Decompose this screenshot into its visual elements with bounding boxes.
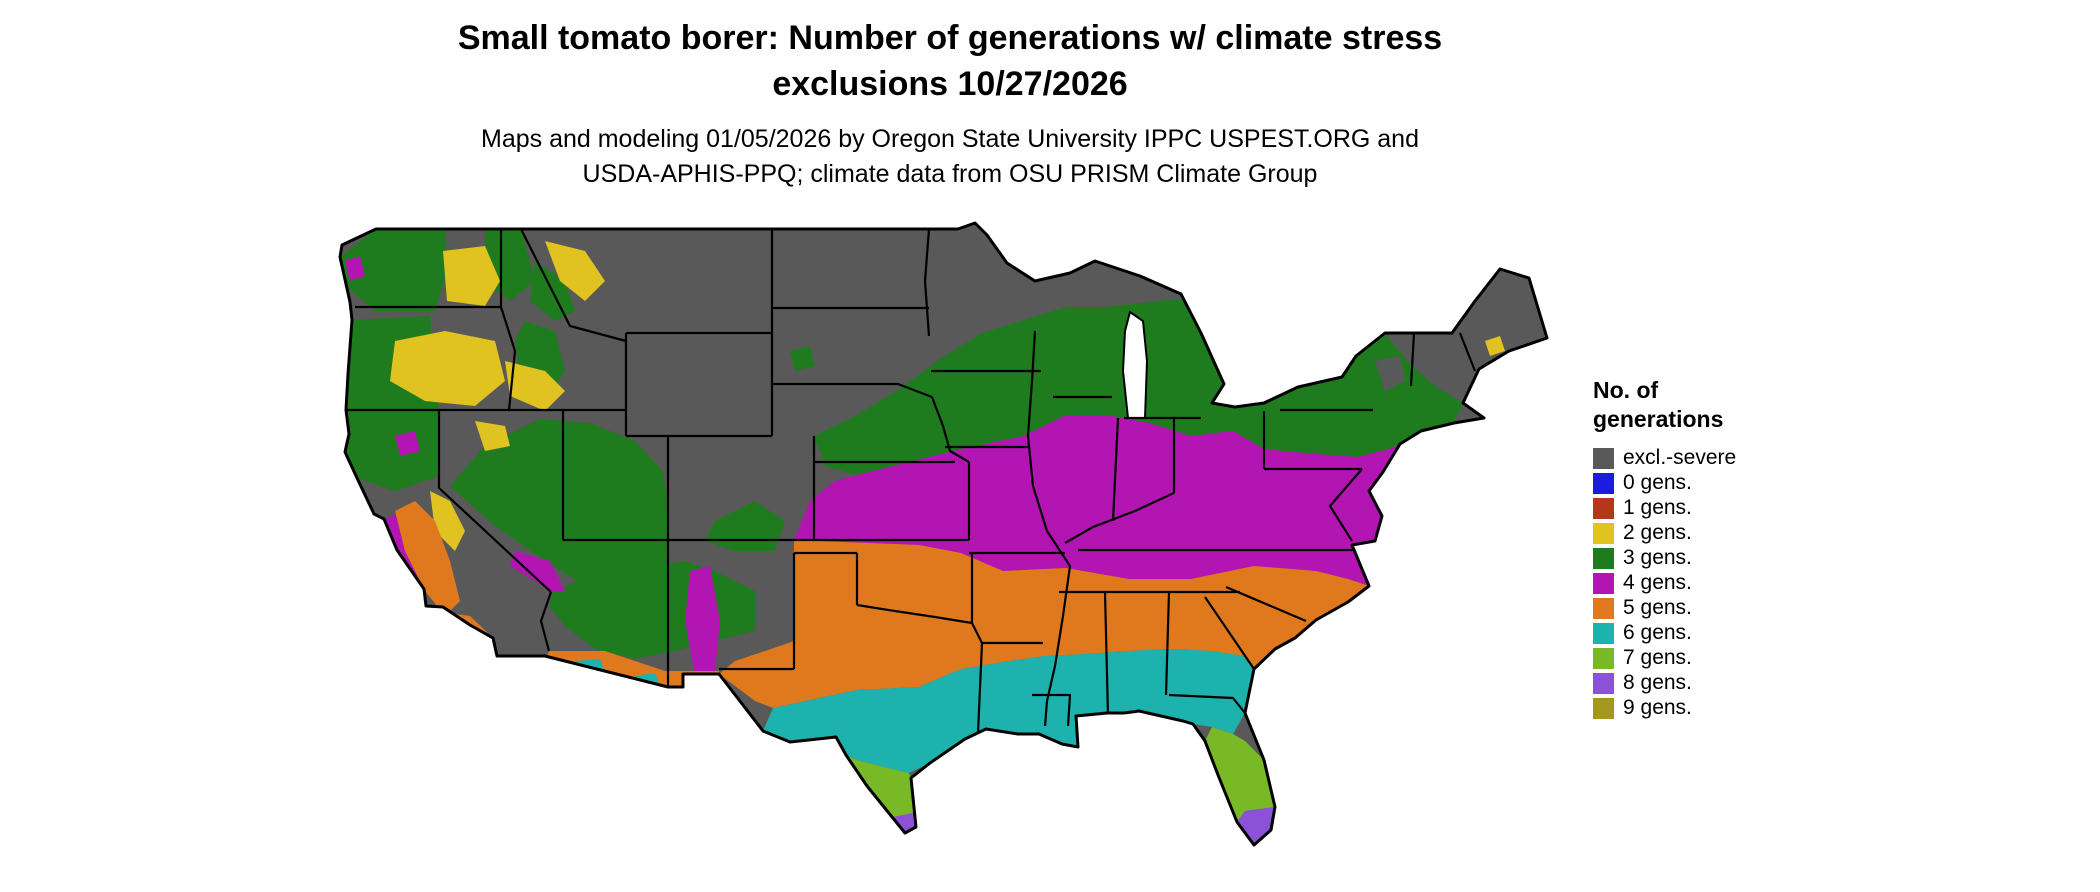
legend-label: 5 gens. (1623, 596, 1692, 619)
region-5-gens-east (719, 540, 1369, 708)
state-borders (346, 228, 1477, 734)
us-generations-map (335, 221, 1555, 884)
us-outline (338, 221, 1549, 847)
legend-item-8-gens: 8 gens. (1593, 671, 1853, 696)
legend-item-7-gens: 7 gens. (1593, 646, 1853, 671)
region-7-gens (846, 727, 1275, 833)
legend-swatch-4-gens (1593, 572, 1614, 594)
legend-label: 1 gens. (1623, 496, 1692, 519)
legend-item-2-gens: 2 gens. (1593, 521, 1853, 546)
legend-swatch-1-gens (1593, 497, 1614, 519)
legend-item-1-gens: 1 gens. (1593, 496, 1853, 521)
lake-michigan (1121, 310, 1149, 419)
legend-item-6-gens: 6 gens. (1593, 621, 1853, 646)
legend-label: 6 gens. (1623, 621, 1692, 644)
legend-swatch-8-gens (1593, 672, 1614, 694)
legend-swatch-excl-severe (1593, 447, 1614, 469)
legend-swatch-0-gens (1593, 472, 1614, 494)
legend-label: 4 gens. (1623, 571, 1692, 594)
subtitle-line-2: USDA-APHIS-PPQ; climate data from OSU PR… (582, 159, 1318, 188)
legend-title-line-2: generations (1593, 405, 1724, 432)
legend-label: 8 gens. (1623, 671, 1692, 694)
figure-header: Small tomato borer: Number of generation… (330, 16, 1570, 192)
region-excl-severe-adirondacks (1375, 356, 1405, 391)
figure-subtitle: Maps and modeling 01/05/2026 by Oregon S… (330, 122, 1570, 192)
title-line-1: Small tomato borer: Number of generation… (457, 19, 1443, 57)
region-6-gens (763, 649, 1254, 773)
region-3-gens-west (340, 229, 1238, 659)
legend-label: 9 gens. (1623, 696, 1692, 719)
legend-swatch-6-gens (1593, 622, 1614, 644)
legend-swatch-3-gens (1593, 547, 1614, 569)
region-4-gens-east (794, 415, 1400, 586)
page-title: Small tomato borer: Number of generation… (330, 16, 1570, 108)
legend-label: 7 gens. (1623, 646, 1692, 669)
legend-swatch-7-gens (1593, 647, 1614, 669)
legend-item-3-gens: 3 gens. (1593, 546, 1853, 571)
region-8-gens (893, 807, 1275, 845)
legend-item-9-gens: 9 gens. (1593, 696, 1853, 721)
legend-label: excl.-severe (1623, 446, 1737, 469)
legend-items: excl.-severe 0 gens. 1 gens. 2 gens. 3 g… (1593, 446, 1853, 721)
legend-label: 2 gens. (1623, 521, 1692, 544)
legend-label: 3 gens. (1623, 546, 1692, 569)
legend-item-excl-severe: excl.-severe (1593, 446, 1853, 471)
legend-swatch-2-gens (1593, 522, 1614, 544)
legend-item-0-gens: 0 gens. (1593, 471, 1853, 496)
legend-label: 0 gens. (1623, 471, 1692, 494)
legend-title: No. of generations (1593, 376, 1853, 434)
legend-item-5-gens: 5 gens. (1593, 596, 1853, 621)
legend: No. of generations excl.-severe 0 gens. … (1593, 376, 1853, 721)
us-map-svg (338, 221, 1549, 847)
legend-swatch-9-gens (1593, 697, 1614, 719)
legend-item-4-gens: 4 gens. (1593, 571, 1853, 596)
legend-title-line-1: No. of (1593, 377, 1659, 403)
title-line-2: exclusions 10/27/2026 (772, 64, 1128, 103)
legend-swatch-5-gens (1593, 597, 1614, 619)
subtitle-line-1: Maps and modeling 01/05/2026 by Oregon S… (481, 124, 1419, 153)
